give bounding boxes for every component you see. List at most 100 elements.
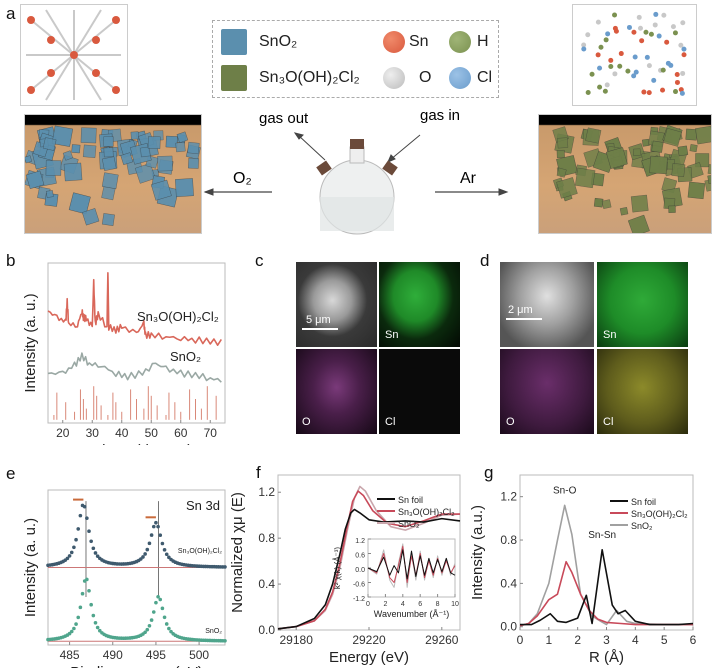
x-tick-label: 40 <box>115 426 129 440</box>
xps-chart: 485 490 495 500 Binding energy (eV) Intensity… <box>22 489 227 668</box>
cube <box>619 207 629 216</box>
chart-title: Sn 3d <box>186 498 220 513</box>
atom <box>597 84 603 90</box>
atom <box>589 71 595 77</box>
cube <box>25 155 32 164</box>
atom <box>656 33 662 39</box>
xrd-series-line <box>47 352 222 383</box>
x-tick-label: 29180 <box>280 633 314 647</box>
atom <box>625 68 631 74</box>
data-point <box>74 622 78 626</box>
cube <box>80 127 97 144</box>
atom <box>672 30 678 36</box>
legend-cl: Cl <box>477 69 493 86</box>
cube <box>649 155 668 175</box>
cube <box>668 205 676 213</box>
data-point <box>156 594 160 599</box>
atom <box>665 60 671 66</box>
legend-box: SnO₂ Sn₃O(OH)₂Cl₂ Sn H O Cl <box>212 20 499 98</box>
atom <box>678 42 684 48</box>
atom <box>646 90 652 96</box>
cube <box>175 178 194 197</box>
y-axis-label: k² χ(k) (Å⁻³) <box>333 547 342 590</box>
x-tick-label: 495 <box>146 648 166 662</box>
y-tick-label: 0.6 <box>355 553 365 560</box>
data-point <box>164 622 169 626</box>
atom <box>598 44 604 50</box>
y-axis-label: Intensity (a. u.) <box>22 293 39 392</box>
data-point <box>93 620 98 625</box>
cube <box>663 128 682 147</box>
cl-label: Cl <box>603 416 614 428</box>
atom <box>673 89 679 95</box>
data-point <box>82 504 87 509</box>
o-map-d: O <box>500 349 594 434</box>
data-point <box>87 588 91 593</box>
exafs-series-line <box>520 548 694 626</box>
y-tick-label: 0.8 <box>258 531 275 545</box>
atom <box>680 70 686 76</box>
plot-frame <box>367 538 456 598</box>
x-tick-label: 2 <box>383 601 387 608</box>
cube <box>695 125 711 145</box>
data-point <box>95 554 100 558</box>
legend-label: Sn₃O(OH)₂Cl₂ <box>631 509 688 519</box>
h-atom-icon <box>449 31 471 53</box>
cl-label: Cl <box>385 416 396 428</box>
data-point <box>162 548 167 552</box>
cube <box>82 144 97 158</box>
x-axis-label: Energy (eV) <box>329 649 409 666</box>
cube <box>556 167 567 178</box>
legend-snO2: SnO₂ <box>259 33 298 50</box>
data-point <box>158 597 163 602</box>
sn3-cube-swatch <box>221 65 247 91</box>
data-point <box>65 556 70 561</box>
cube <box>556 177 578 199</box>
cube <box>25 170 45 189</box>
cube <box>71 144 81 154</box>
o-map-c: O <box>296 349 377 434</box>
legend-label: Sn foil <box>398 495 423 505</box>
x-tick-label: 2 <box>574 633 581 647</box>
y-axis-label: Normalized χμ (E) <box>230 492 246 613</box>
o-atom-icon <box>383 67 405 89</box>
cube <box>120 152 134 165</box>
xanes-series-line <box>277 490 460 630</box>
x-axis-label: Binding energy (eV) <box>70 664 203 668</box>
x-tick-label: 4 <box>632 633 639 647</box>
data-point <box>91 546 96 551</box>
atom <box>603 37 609 43</box>
atom <box>681 46 687 52</box>
sem-image-d: 2 μm <box>500 262 594 347</box>
data-point <box>162 615 167 620</box>
atom <box>636 14 642 20</box>
data-point <box>76 527 81 531</box>
plot-frame <box>519 474 694 631</box>
panel-label-g: g <box>484 463 494 482</box>
panel-label-c: c <box>255 251 264 270</box>
series-label-snO2: SnO₂ <box>205 628 222 635</box>
data-point <box>143 552 147 556</box>
x-tick-label: 6 <box>418 601 422 608</box>
o2-label: O₂ <box>233 170 252 187</box>
cube <box>150 179 172 201</box>
sem-image-c: 5 μm <box>296 262 377 347</box>
x-tick-label: 1 <box>545 633 552 647</box>
atom <box>653 11 659 17</box>
cube <box>188 157 199 169</box>
snO2-cubes-scene <box>24 114 202 234</box>
atom <box>604 82 610 88</box>
cube <box>707 164 711 175</box>
x-tick-label: 60 <box>174 426 188 440</box>
atom <box>631 73 637 79</box>
atom <box>633 69 639 75</box>
atom <box>608 57 614 63</box>
x-tick-label: 20 <box>56 426 70 440</box>
atom <box>617 63 623 69</box>
cube <box>593 198 604 208</box>
data-point <box>149 618 154 622</box>
data-point <box>85 577 89 582</box>
series-label-sn3: Sn₃O(OH)₂Cl₂ <box>137 309 219 324</box>
atom <box>597 65 603 71</box>
y-tick-label: 0.8 <box>500 533 517 547</box>
